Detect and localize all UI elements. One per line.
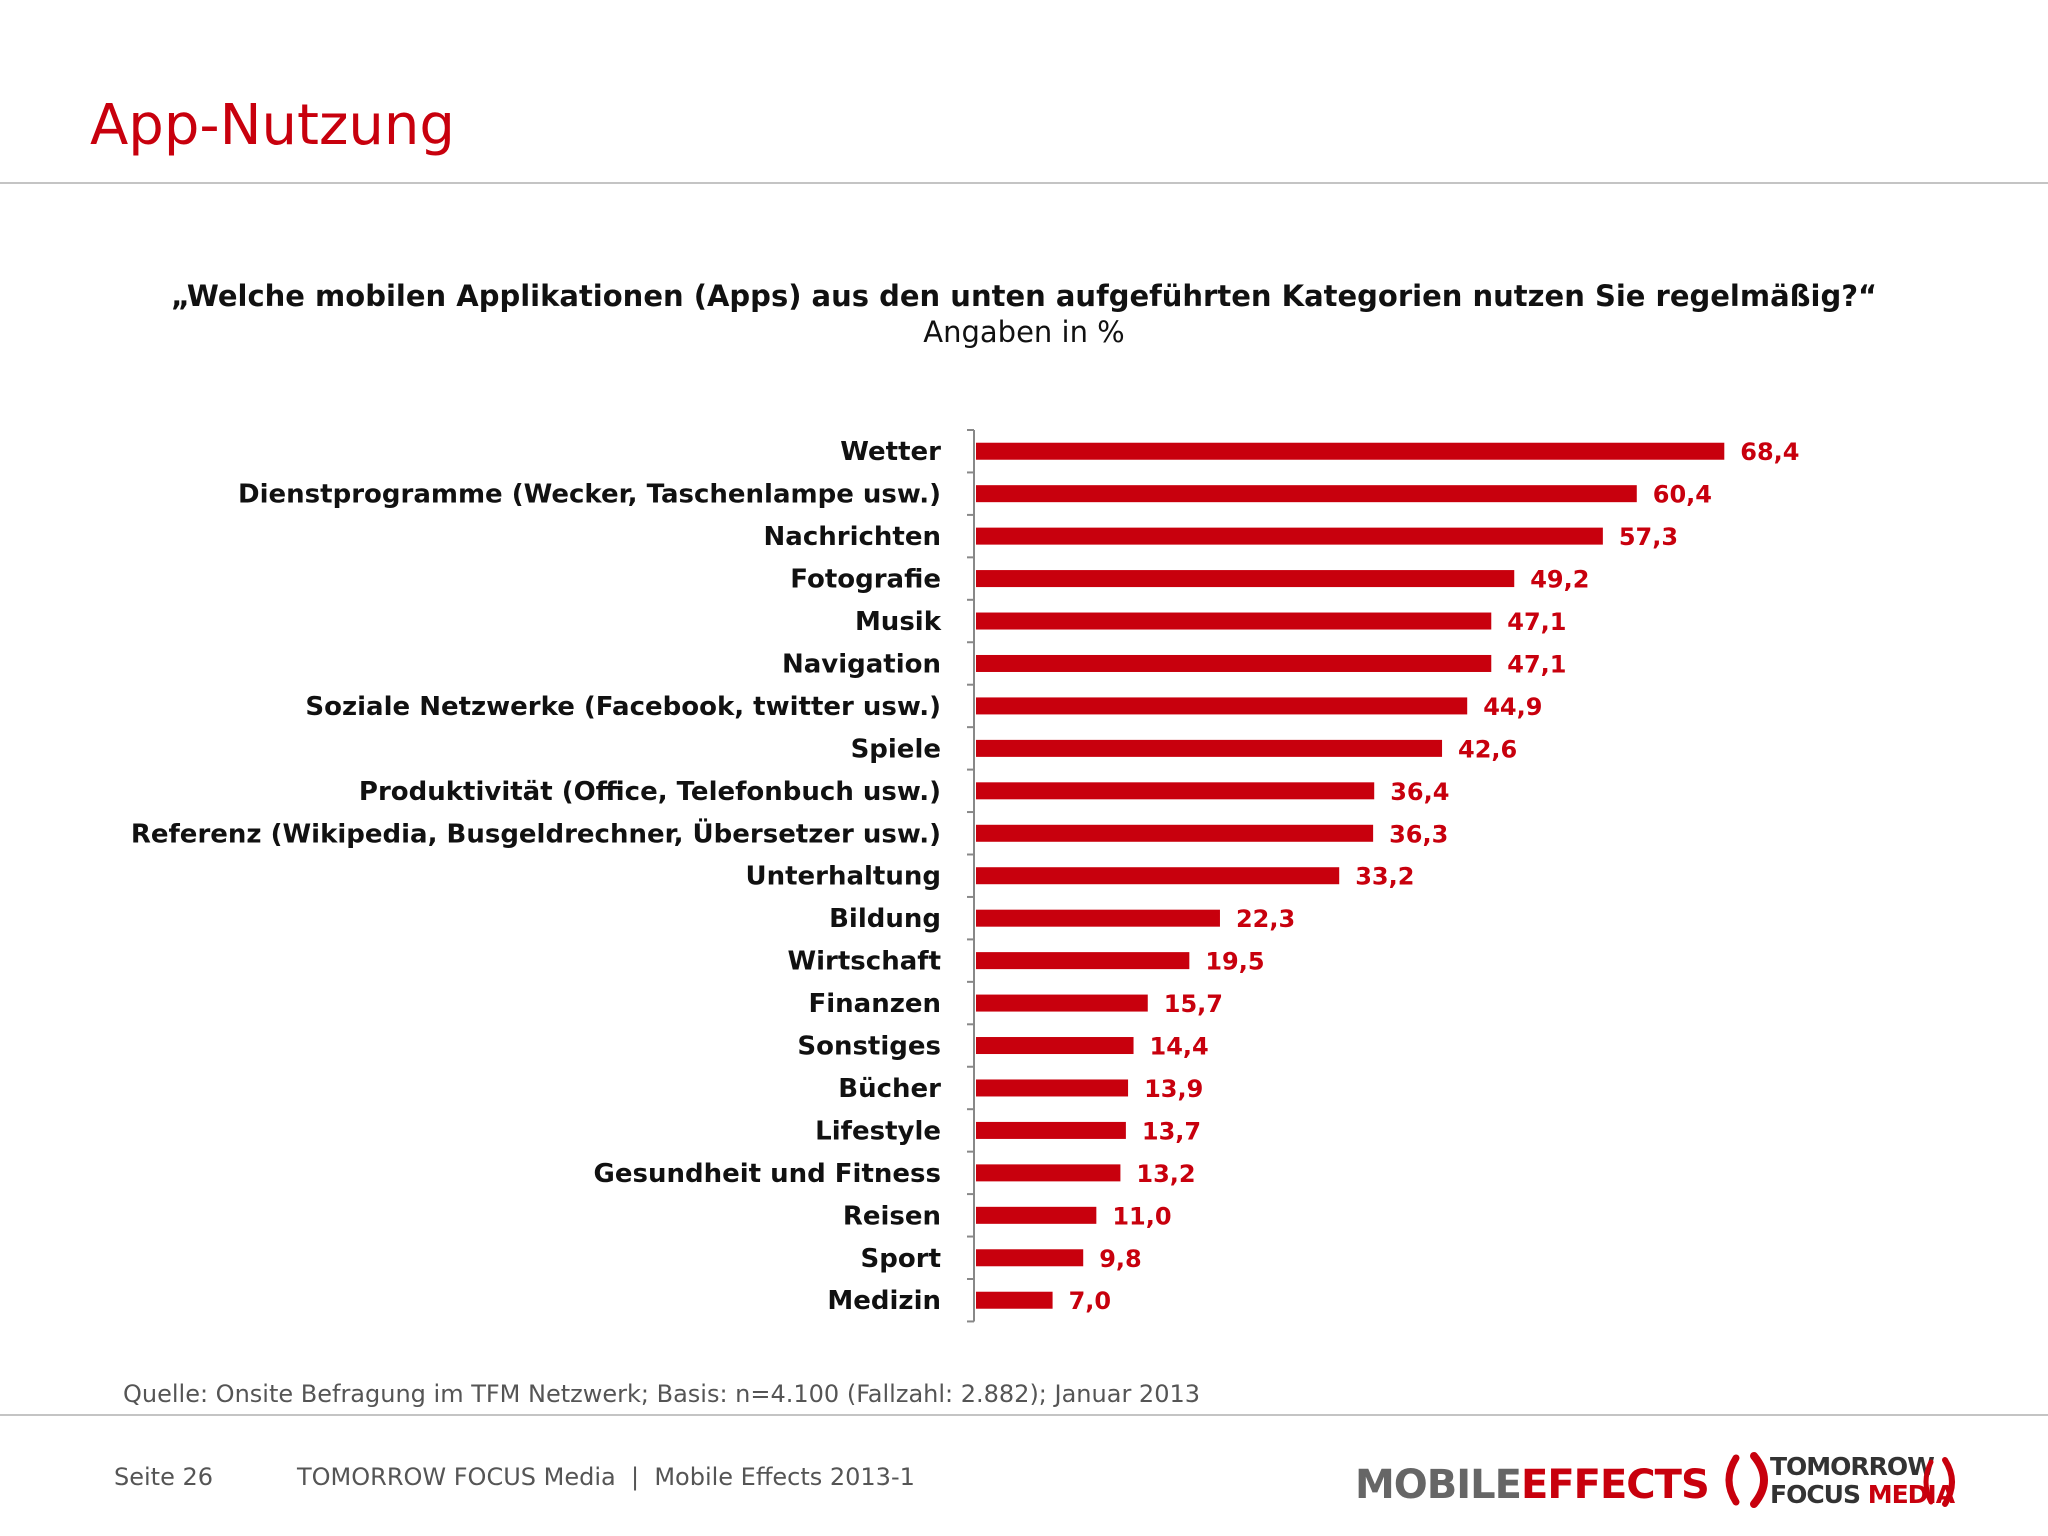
category-label: Referenz (Wikipedia, Busgeldrechner, Übe… [131, 816, 941, 849]
bar [976, 867, 1340, 885]
bar [976, 697, 1468, 715]
bar [976, 1037, 1134, 1055]
data-label: 47,1 [1507, 650, 1566, 678]
bar [976, 485, 1637, 503]
logo-effects-text: EFFECTS [1521, 1462, 1710, 1508]
data-label: 7,0 [1069, 1287, 1112, 1315]
data-label: 15,7 [1164, 990, 1223, 1018]
logo-focus-media-line: FOCUS MEDIA [1770, 1480, 1955, 1509]
bar [976, 1206, 1097, 1224]
bar [976, 570, 1515, 588]
page-number: Seite 26 [114, 1463, 214, 1491]
tomorrow-focus-media-logo: TOMORROW FOCUS MEDIA [1770, 1452, 1970, 1512]
category-label: Nachrichten [764, 522, 941, 552]
data-label: 36,3 [1389, 820, 1448, 848]
data-label: 68,4 [1740, 438, 1799, 466]
category-label: Bildung [829, 904, 941, 934]
data-label: 14,4 [1150, 1033, 1209, 1061]
logo-tomorrow-text: TOMORROW [1770, 1452, 1935, 1481]
logo-media-text: MEDIA [1867, 1480, 1955, 1509]
bar [976, 1079, 1129, 1097]
data-label: 22,3 [1236, 905, 1295, 933]
data-label: 13,2 [1136, 1160, 1195, 1188]
data-label: 44,9 [1483, 693, 1542, 721]
chart-title: „Welche mobilen Applikationen (Apps) aus… [170, 279, 1878, 313]
bar [976, 654, 1492, 672]
data-label: 11,0 [1112, 1202, 1171, 1230]
bar [976, 782, 1375, 800]
category-label: Gesundheit und Fitness [594, 1159, 942, 1189]
header-divider [0, 182, 2048, 184]
bar [976, 824, 1374, 842]
data-label: 57,3 [1619, 523, 1678, 551]
data-label: 13,9 [1144, 1075, 1203, 1103]
mobile-effects-logo: MOBILEEFFECTS [1355, 1450, 1780, 1510]
bar [976, 1121, 1126, 1139]
category-label: Reisen [843, 1201, 941, 1231]
category-label: Sport [861, 1244, 941, 1274]
data-label: 19,5 [1205, 948, 1264, 976]
data-label: 9,8 [1099, 1245, 1142, 1273]
category-label: Musik [855, 607, 942, 637]
logo-tfm-bracket-icon [1923, 1457, 1955, 1507]
logo-focus-text: FOCUS [1770, 1480, 1861, 1509]
logo-mobile-text: MOBILE [1355, 1462, 1522, 1508]
data-label: 47,1 [1507, 608, 1566, 636]
category-label: Dienstprogramme (Wecker, Taschenlampe us… [238, 480, 941, 510]
data-label: 36,4 [1390, 778, 1449, 806]
data-label: 33,2 [1355, 863, 1414, 891]
category-label: Lifestyle [815, 1116, 941, 1146]
bar [976, 952, 1190, 970]
bar [976, 527, 1603, 545]
footer-divider [0, 1414, 2048, 1416]
category-label: Finanzen [808, 989, 941, 1019]
data-label: 60,4 [1653, 481, 1712, 509]
page-title: App-Nutzung [90, 93, 455, 158]
category-label: Sonstiges [797, 1032, 941, 1062]
category-label: Wirtschaft [787, 947, 941, 977]
data-label: 49,2 [1530, 566, 1589, 594]
data-label: 42,6 [1458, 735, 1517, 763]
category-label: Produktivität (Office, Telefonbuch usw.) [359, 777, 941, 807]
bar [976, 1249, 1084, 1267]
bar [976, 442, 1725, 460]
source-note: Quelle: Onsite Befragung im TFM Netzwerk… [123, 1380, 1201, 1408]
category-label: Fotografie [790, 565, 941, 595]
bar [976, 994, 1148, 1012]
bar [976, 1291, 1053, 1309]
bar [976, 739, 1443, 757]
bar [976, 612, 1492, 630]
data-label: 13,7 [1142, 1117, 1201, 1145]
category-label: Spiele [851, 734, 941, 764]
logo-bracket-icon [1725, 1452, 1768, 1508]
category-label: Medizin [827, 1286, 941, 1316]
bar [976, 1164, 1121, 1182]
chart-subtitle: Angaben in % [923, 315, 1125, 349]
bar-chart: Wetter 68,4 Dienstprogramme (Wecker, Tasch… [131, 429, 1800, 1323]
category-label: Soziale Netzwerke (Facebook, twitter usw… [305, 692, 941, 722]
category-label: Navigation [782, 649, 941, 679]
footer-company: TOMORROW FOCUS Media | Mobile Effects 20… [297, 1463, 915, 1491]
bar [976, 909, 1220, 927]
category-label: Unterhaltung [745, 862, 941, 892]
category-label: Bücher [838, 1074, 941, 1104]
category-label: Wetter [840, 437, 941, 467]
